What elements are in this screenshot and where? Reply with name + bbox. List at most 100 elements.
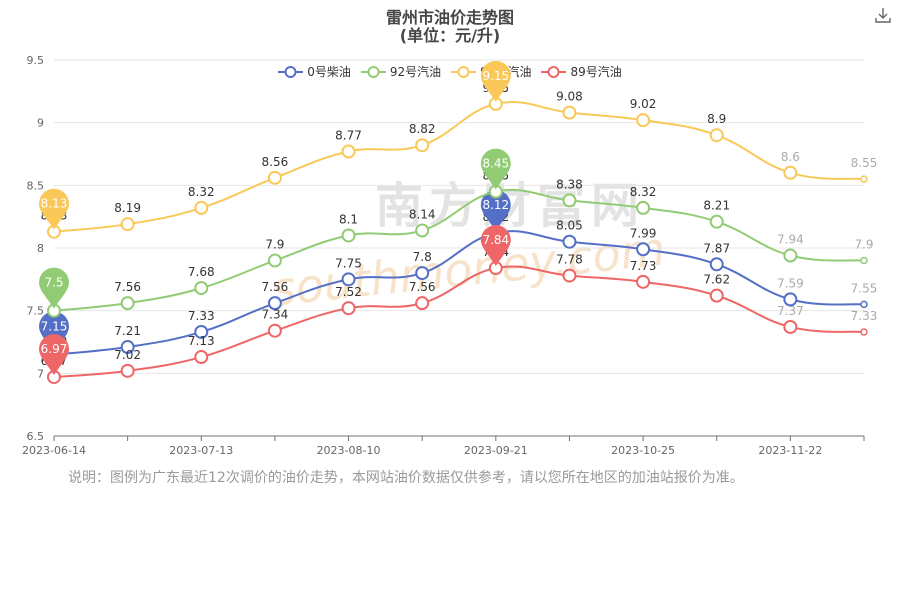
data-label: 7.56 [114, 280, 141, 294]
data-point[interactable] [860, 175, 868, 183]
data-point[interactable] [267, 253, 282, 268]
data-label: 9.08 [556, 90, 583, 104]
data-point[interactable] [120, 296, 135, 311]
data-point[interactable] [709, 128, 724, 143]
data-point[interactable] [636, 200, 651, 215]
data-point[interactable] [709, 288, 724, 303]
y-tick-label: 7.5 [27, 305, 45, 318]
pin-label: 8.13 [41, 197, 68, 211]
legend-item[interactable]: 92号汽油 [360, 63, 442, 80]
pin-label: 7.15 [41, 320, 68, 334]
data-point[interactable] [636, 274, 651, 289]
data-point[interactable] [341, 144, 356, 159]
legend-label: 92号汽油 [389, 65, 442, 79]
data-point[interactable] [860, 256, 868, 265]
data-point[interactable] [415, 296, 430, 311]
watermark-url: southmoney.com [269, 222, 668, 317]
data-point[interactable] [636, 113, 651, 128]
chart-title: 雷州市油价走势图 [385, 8, 514, 27]
data-label: 7.37 [777, 304, 804, 318]
data-label: 8.77 [335, 128, 362, 142]
extreme-pin [39, 311, 69, 353]
legend-item[interactable]: 89号汽油 [541, 63, 622, 80]
data-point[interactable] [194, 324, 209, 339]
download-icon[interactable] [874, 6, 892, 24]
data-point[interactable] [783, 292, 798, 307]
x-tick-label: 2023-06-14 [22, 444, 86, 457]
y-tick-label: 6.5 [27, 430, 45, 443]
data-label: 7.9 [854, 238, 873, 252]
extreme-pin [480, 189, 511, 231]
data-label: 8.05 [556, 219, 583, 233]
data-point[interactable] [709, 257, 724, 272]
data-label: 8.19 [114, 201, 141, 215]
legend-item[interactable]: 0号柴油 [278, 63, 351, 80]
pin-label: 9.15 [482, 69, 509, 83]
legend-label: 0号柴油 [307, 65, 351, 79]
data-point[interactable] [267, 323, 282, 338]
data-point[interactable] [562, 234, 577, 249]
data-point[interactable] [341, 301, 356, 316]
data-point[interactable] [341, 228, 356, 243]
chart-subtitle: (单位：元/升) [399, 26, 501, 45]
data-label: 7.56 [262, 280, 289, 294]
extreme-pin [39, 334, 69, 376]
data-point[interactable] [783, 165, 798, 180]
x-tick-label: 2023-08-10 [317, 444, 381, 457]
data-label: 8.6 [781, 150, 800, 164]
data-point[interactable] [636, 242, 651, 257]
extreme-pin [39, 267, 69, 309]
data-point[interactable] [415, 266, 430, 281]
x-tick-label: 2023-11-22 [758, 444, 822, 457]
series-3: 6.97 7.02 7.13 7.34 7.52 7.56 7.84 7.78 7.73 7.62… [39, 225, 878, 385]
chart-note: 说明：图例为广东最近12次调价的油价走势，本网站油价数据仅供参考，请以您所在地区… [68, 470, 744, 486]
data-point[interactable] [709, 214, 724, 229]
data-label: 7.33 [188, 309, 215, 323]
series-1: 7.5 7.56 7.68 7.9 8.1 8.14 8.45 8.38 8.32 8.21 7.9… [39, 148, 874, 318]
data-label: 8.21 [703, 199, 730, 213]
data-point[interactable] [267, 296, 282, 311]
data-label: 7.02 [114, 348, 141, 362]
legend-label: 89号汽油 [570, 65, 622, 79]
data-point[interactable] [562, 105, 577, 120]
series-0: 7.15 7.21 7.33 7.56 7.75 7.8 8.12 8.05 7.99 7.87 7… [39, 189, 877, 362]
data-label: 7.21 [114, 324, 141, 338]
x-tick-label: 2023-10-25 [611, 444, 675, 457]
series-2: 8.138.198.328.568.778.829.159.089.028.98… [39, 60, 877, 239]
data-point[interactable] [194, 350, 209, 365]
data-point[interactable] [860, 300, 868, 309]
pin-label: 7.84 [482, 233, 509, 247]
data-point[interactable] [415, 223, 430, 238]
data-label: 7.73 [630, 259, 657, 273]
data-point[interactable] [267, 170, 282, 185]
data-label: 7.78 [556, 253, 583, 267]
extreme-pin [480, 60, 511, 102]
data-point[interactable] [415, 138, 430, 153]
data-label: 7.68 [188, 265, 215, 279]
data-label: 7.52 [335, 285, 362, 299]
data-label: 7.33 [851, 309, 878, 323]
data-point[interactable] [194, 200, 209, 215]
data-point[interactable] [562, 193, 577, 208]
data-point[interactable] [562, 268, 577, 283]
data-point[interactable] [783, 248, 798, 263]
data-label: 7.9 [265, 238, 284, 252]
y-tick-label: 9 [37, 117, 44, 130]
data-point[interactable] [194, 281, 209, 296]
data-point[interactable] [341, 272, 356, 287]
pin-label: 6.97 [41, 342, 68, 356]
data-point[interactable] [783, 319, 798, 334]
data-label: 8.14 [409, 207, 436, 221]
data-label: 7.34 [262, 308, 289, 322]
data-point[interactable] [860, 328, 868, 336]
data-label: 7.99 [630, 226, 657, 240]
y-tick-label: 8 [37, 242, 44, 255]
data-point[interactable] [120, 217, 135, 232]
data-label: 7.56 [409, 280, 436, 294]
data-label: 8.1 [339, 212, 358, 226]
data-label: 7.59 [777, 276, 804, 290]
y-tick-label: 7 [37, 367, 44, 380]
data-point[interactable] [120, 363, 135, 378]
data-label: 7.87 [703, 241, 730, 255]
data-point[interactable] [120, 340, 135, 355]
